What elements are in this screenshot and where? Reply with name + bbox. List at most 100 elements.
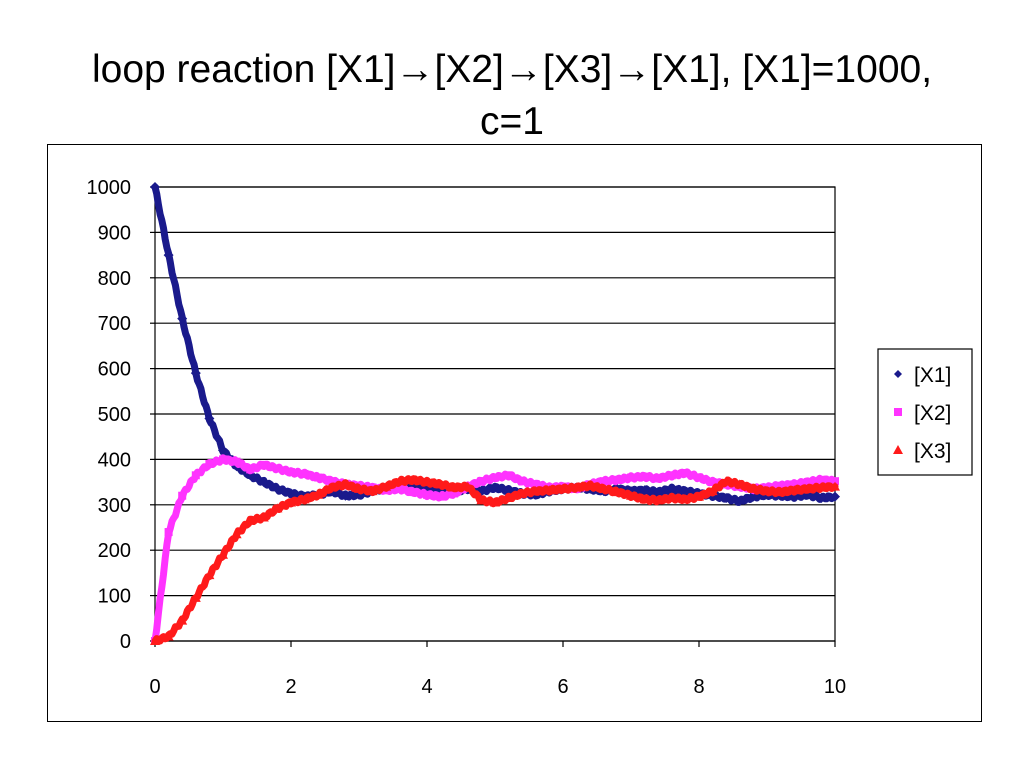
data-point-x3-29 <box>544 485 555 495</box>
series-line-x1 <box>151 183 839 506</box>
data-point-x3-14 <box>340 479 351 489</box>
data-point-x3-10 <box>286 497 296 507</box>
y-tick-label-5: 500 <box>98 404 131 426</box>
x-tick-label-2: 4 <box>421 676 432 698</box>
x-tick-label-0: 0 <box>149 676 160 698</box>
data-point-x3-20 <box>422 477 432 487</box>
data-point-x3-17 <box>381 481 392 491</box>
chart-title: loop reaction [X1]→[X2]→[X3]→[X1], [X1]=… <box>0 44 1024 148</box>
data-point-x2-33 <box>599 477 608 486</box>
data-point-x2-50 <box>831 477 839 486</box>
data-point-x2-20 <box>423 490 431 499</box>
data-point-x3-49 <box>816 482 827 492</box>
data-point-x3-38 <box>666 492 677 502</box>
data-point-x2-27 <box>518 477 527 486</box>
data-point-x2-36 <box>640 472 649 481</box>
data-point-x1-0 <box>150 182 160 192</box>
y-tick-label-7: 700 <box>98 313 131 335</box>
data-point-x2-22 <box>450 489 459 498</box>
data-point-x2-21 <box>436 492 445 501</box>
data-point-x3-31 <box>571 482 582 492</box>
data-point-x3-40 <box>694 491 704 501</box>
data-point-x1-39 <box>680 486 691 497</box>
data-point-x1-36 <box>639 485 650 496</box>
legend-marker-x2 <box>894 408 902 416</box>
chart-title-line1: loop reaction [X1]→[X2]→[X3]→[X1], [X1]=… <box>91 48 933 91</box>
y-tick-label-4: 400 <box>98 449 131 471</box>
data-point-x1-26 <box>503 485 514 496</box>
x-tick-label-5: 10 <box>824 676 846 698</box>
data-point-x1-37 <box>653 487 664 498</box>
data-point-x3-18 <box>394 476 405 486</box>
data-point-x3-34 <box>612 487 623 497</box>
data-point-x3-3 <box>190 592 201 602</box>
data-point-x1-8 <box>258 477 269 488</box>
data-point-x3-47 <box>789 485 800 495</box>
data-point-x3-33 <box>598 483 609 493</box>
data-point-x3-7 <box>245 515 256 525</box>
data-point-x2-7 <box>246 465 255 474</box>
data-point-x3-15 <box>354 483 364 493</box>
y-tick-label-0: 0 <box>120 631 131 653</box>
data-point-x2-24 <box>477 477 486 486</box>
data-point-x2-19 <box>409 488 418 497</box>
data-point-x1-25 <box>490 482 500 493</box>
data-point-x2-25 <box>491 473 499 482</box>
legend-label-x2: [X2] <box>914 402 951 425</box>
data-point-x3-35 <box>626 490 636 500</box>
data-point-x1-5 <box>218 445 228 456</box>
data-point-x3-37 <box>653 495 664 505</box>
y-tick-label-10: 1000 <box>87 177 132 199</box>
data-point-x2-46 <box>776 481 785 490</box>
data-point-x2-13 <box>327 477 336 486</box>
data-point-x3-6 <box>231 529 242 539</box>
data-point-x2-37 <box>654 474 663 483</box>
data-point-x3-39 <box>680 494 691 504</box>
plot-area <box>154 186 836 642</box>
data-point-x2-9 <box>273 464 282 473</box>
x-tick-label-4: 8 <box>693 676 704 698</box>
y-tick-label-8: 800 <box>98 268 131 290</box>
data-point-x1-43 <box>734 496 745 507</box>
data-point-x2-48 <box>803 478 812 487</box>
data-point-x3-42 <box>721 476 732 486</box>
data-point-x3-24 <box>476 495 487 505</box>
data-point-x3-25 <box>490 497 500 507</box>
data-point-x2-26 <box>504 471 513 480</box>
data-point-x2-28 <box>531 480 540 489</box>
data-point-x3-30 <box>558 483 568 493</box>
data-point-x3-2 <box>177 615 188 625</box>
y-tick-label-2: 200 <box>98 540 131 562</box>
data-point-x2-35 <box>627 473 635 482</box>
y-tick-label-9: 900 <box>98 222 131 244</box>
data-point-x3-32 <box>585 480 596 490</box>
data-point-x3-23 <box>462 481 473 491</box>
data-point-x3-19 <box>408 474 419 484</box>
data-point-x3-45 <box>762 486 772 496</box>
data-point-x1-14 <box>340 490 351 501</box>
data-point-x1-49 <box>816 492 827 503</box>
data-point-x2-5 <box>219 455 227 464</box>
y-tick-label-3: 300 <box>98 495 131 517</box>
data-point-x1-42 <box>721 492 732 503</box>
data-point-x1-2 <box>177 313 188 324</box>
data-point-x1-10 <box>286 488 296 499</box>
data-point-x3-46 <box>775 487 786 497</box>
x-tick-label-1: 2 <box>285 676 296 698</box>
data-point-x3-9 <box>272 503 283 513</box>
data-point-x1-38 <box>666 483 677 494</box>
data-point-x1-3 <box>190 368 201 379</box>
data-point-x2-12 <box>314 473 323 482</box>
data-point-x2-11 <box>300 469 309 478</box>
data-point-x1-1 <box>163 250 174 261</box>
data-point-x2-10 <box>287 468 295 477</box>
data-point-x2-4 <box>205 459 214 468</box>
data-point-x3-44 <box>748 483 759 493</box>
data-point-x3-16 <box>367 486 378 496</box>
data-point-x3-0 <box>150 636 160 645</box>
data-point-x3-5 <box>218 549 228 559</box>
data-point-x3-36 <box>639 494 650 504</box>
data-point-x2-1 <box>164 528 173 537</box>
data-point-x3-11 <box>299 494 310 504</box>
